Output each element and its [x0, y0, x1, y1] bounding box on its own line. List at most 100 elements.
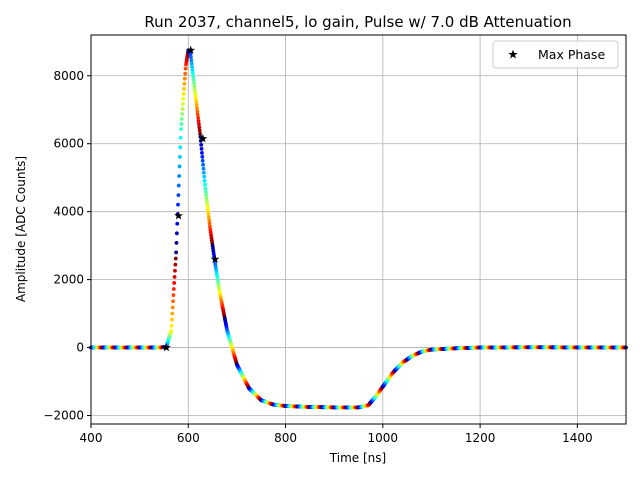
waveform-sample — [192, 87, 197, 92]
max-phase-point — [186, 45, 196, 55]
waveform-sample — [169, 328, 174, 333]
plot-frame — [90, 34, 627, 425]
waveform-sample — [190, 68, 195, 72]
waveform-sample — [189, 55, 193, 60]
waveform-sample — [196, 115, 201, 120]
y-axis-label: Amplitude [ADC Counts] — [14, 156, 28, 302]
waveform-sample — [172, 281, 177, 285]
waveform-sample — [178, 135, 183, 140]
waveform-sample — [200, 154, 205, 159]
waveform-sample — [194, 103, 199, 107]
waveform-sample — [183, 66, 188, 71]
waveform-sample — [193, 90, 198, 95]
waveform-sample — [170, 317, 174, 322]
waveform-sample — [182, 86, 186, 91]
waveform-sample — [195, 112, 200, 117]
waveform-sample — [180, 112, 185, 116]
waveform-sample — [173, 262, 178, 267]
x-tick-label: 600 — [177, 431, 200, 445]
waveform-sample — [176, 202, 180, 207]
waveform-sample — [207, 221, 212, 226]
waveform-sample — [199, 146, 204, 151]
x-tick-label: 800 — [274, 431, 297, 445]
waveform-sample — [169, 323, 174, 328]
waveform-sample — [203, 189, 208, 194]
waveform-sample — [176, 183, 181, 188]
waveform-sample — [181, 102, 185, 106]
waveform-sample — [182, 81, 187, 86]
waveform-sample — [181, 96, 186, 101]
chart-title: Run 2037, channel5, lo gain, Pulse w/ 7.… — [144, 13, 571, 31]
legend-star-icon — [508, 49, 518, 59]
x-tick-label: 1200 — [465, 431, 496, 445]
waveform-sample — [174, 231, 179, 236]
waveform-sample — [192, 80, 196, 85]
waveform-sample — [201, 170, 206, 175]
waveform-sample — [193, 96, 198, 101]
y-axis-ticks: −2000 0 2000 4000 6000 8000 — [43, 69, 91, 423]
legend-box — [492, 40, 619, 69]
x-tick-label: 1400 — [562, 431, 593, 445]
max-phase-series — [162, 45, 220, 352]
waveform-sample — [177, 174, 182, 178]
waveform-sample — [189, 61, 194, 66]
waveform-sample — [206, 215, 211, 220]
y-tick-label: 0 — [76, 341, 84, 355]
waveform-sample — [191, 74, 196, 79]
waveform-sample — [191, 77, 196, 82]
waveform-sample — [174, 250, 179, 255]
waveform-sample — [179, 117, 184, 121]
waveform-sample — [206, 212, 211, 216]
waveform-sample — [195, 109, 200, 114]
waveform-sample — [202, 178, 207, 183]
waveform-sample — [174, 240, 179, 245]
waveform-sample — [171, 299, 175, 304]
max-phase-point — [162, 342, 171, 352]
waveform-sample — [180, 107, 185, 111]
legend-label: Max Phase — [538, 47, 605, 62]
waveform-sample — [201, 162, 205, 167]
max-phase-point — [174, 211, 183, 220]
waveform-sample — [177, 164, 182, 169]
waveform-sample — [205, 202, 210, 207]
waveform-sample — [206, 208, 210, 213]
x-axis-ticks: 400 600 800 1000 1200 1400 — [80, 424, 593, 445]
waveform-sample — [198, 131, 202, 136]
y-tick-label: 2000 — [53, 273, 84, 287]
x-tick-label: 400 — [80, 431, 103, 445]
waveform-sample — [199, 142, 204, 147]
waveform-sample — [208, 224, 212, 229]
waveform-sample — [202, 174, 207, 179]
waveform-sample — [170, 311, 175, 316]
waveform-sample — [203, 186, 208, 191]
waveform-sample — [181, 91, 186, 96]
waveform-sample — [178, 154, 182, 159]
grid — [90, 35, 626, 424]
waveform-sample — [204, 192, 209, 197]
waveform-sample — [194, 99, 199, 104]
waveform-sample — [179, 122, 184, 126]
legend: Max Phase — [492, 40, 619, 69]
waveform-sample — [182, 76, 187, 81]
y-tick-label: 4000 — [53, 205, 84, 219]
waveform-sample — [197, 122, 201, 127]
waveform-sample — [179, 127, 183, 132]
y-tick-label: −2000 — [43, 409, 84, 423]
waveform-sample — [197, 125, 202, 130]
waveform-sample — [207, 218, 212, 223]
waveform-sample — [196, 119, 201, 123]
waveform-sample — [205, 205, 210, 210]
waveform-sample — [176, 193, 181, 198]
waveform-sample — [170, 305, 175, 310]
waveform-sample — [178, 145, 183, 150]
pulse-waveform — [89, 48, 628, 410]
waveform-sample — [195, 106, 199, 111]
waveform-sample — [197, 128, 202, 133]
waveform-sample — [189, 58, 194, 63]
waveform-sample — [201, 166, 206, 171]
y-tick-label: 6000 — [53, 137, 84, 151]
x-tick-label: 1000 — [368, 431, 399, 445]
waveform-sample — [193, 93, 198, 98]
x-axis-label: Time [ns] — [329, 451, 386, 465]
